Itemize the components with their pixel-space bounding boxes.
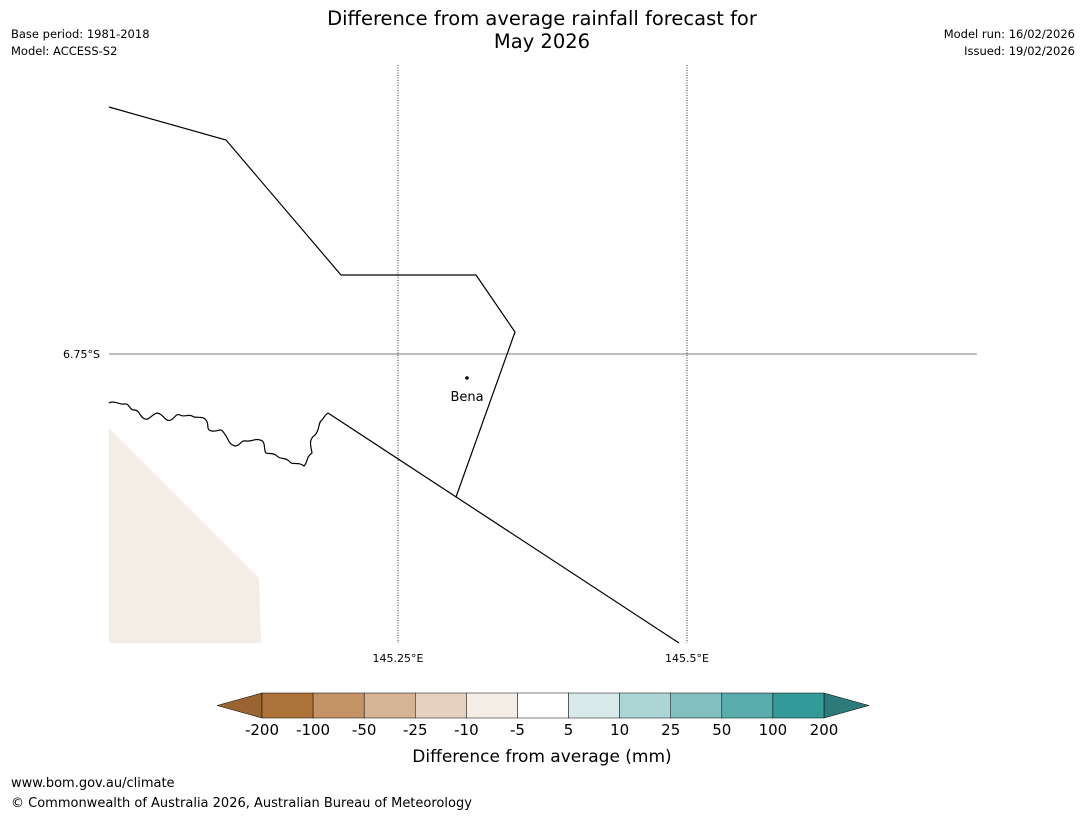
colorbar-segment (772, 692, 825, 719)
lon-label-145-25: 145.25°E (373, 652, 424, 665)
chart-title: Difference from average rainfall forecas… (242, 7, 842, 53)
colorbar-tick-label: -10 (454, 721, 479, 739)
province-boundary-south (327, 412, 680, 644)
forecast-region-fill (109, 428, 261, 643)
lat-label-6-75: 6.75°S (63, 348, 100, 361)
colorbar-extension-high (823, 692, 870, 719)
colorbar-tick-label: -50 (352, 721, 377, 739)
colorbar-tick-label: 200 (810, 721, 839, 739)
lon-label-145-5: 145.5°E (665, 652, 709, 665)
colorbar-tick-label: -100 (296, 721, 330, 739)
colorbar-segment (568, 692, 620, 719)
model-run-text: Model run: 16/02/2026 (943, 27, 1075, 41)
town-dot-icon (465, 376, 469, 380)
model-text: Model: ACCESS-S2 (11, 44, 118, 58)
issued-text: Issued: 19/02/2026 (964, 44, 1075, 58)
footer: www.bom.gov.au/climate © Commonwealth of… (11, 774, 472, 814)
title-line-1: Difference from average rainfall forecas… (327, 7, 757, 30)
colorbar-tick-label: -200 (245, 721, 279, 739)
colorbar-tick-label: 25 (661, 721, 680, 739)
town-label-bena: Bena (450, 390, 483, 405)
colorbar-segment (261, 692, 314, 719)
colorbar-tick-label: -5 (510, 721, 525, 739)
colorbar-tick-label: 5 (564, 721, 574, 739)
colorbar-tick-label: -25 (403, 721, 428, 739)
province-boundary-north (108, 106, 516, 498)
colorbar-tick-label: 50 (712, 721, 731, 739)
footer-url[interactable]: www.bom.gov.au/climate (11, 776, 175, 791)
river-line (108, 401, 329, 467)
footer-copyright: © Commonwealth of Australia 2026, Austra… (11, 796, 472, 811)
colorbar-segment (670, 692, 723, 719)
meta-left: Base period: 1981-2018 Model: ACCESS-S2 (11, 26, 150, 60)
colorbar-segment (312, 692, 365, 719)
colorbar-segment (466, 692, 518, 719)
base-period-text: Base period: 1981-2018 (11, 27, 150, 41)
meta-right: Model run: 16/02/2026 Issued: 19/02/2026 (944, 26, 1075, 60)
colorbar-segment (517, 692, 569, 719)
colorbar-title: Difference from average (mm) (412, 747, 671, 767)
colorbar-tick-label: 100 (759, 721, 788, 739)
colorbar-extension-low (216, 692, 263, 719)
colorbar-segment (415, 692, 467, 719)
colorbar-legend: -200 -100 -50 -25 -10 -5 5 10 25 50 100 200 (216, 692, 870, 739)
title-line-2: May 2026 (493, 30, 591, 53)
colorbar-segment (721, 692, 774, 719)
colorbar-tick-label: 10 (610, 721, 629, 739)
colorbar-segment (363, 692, 416, 719)
colorbar-segment (619, 692, 671, 719)
